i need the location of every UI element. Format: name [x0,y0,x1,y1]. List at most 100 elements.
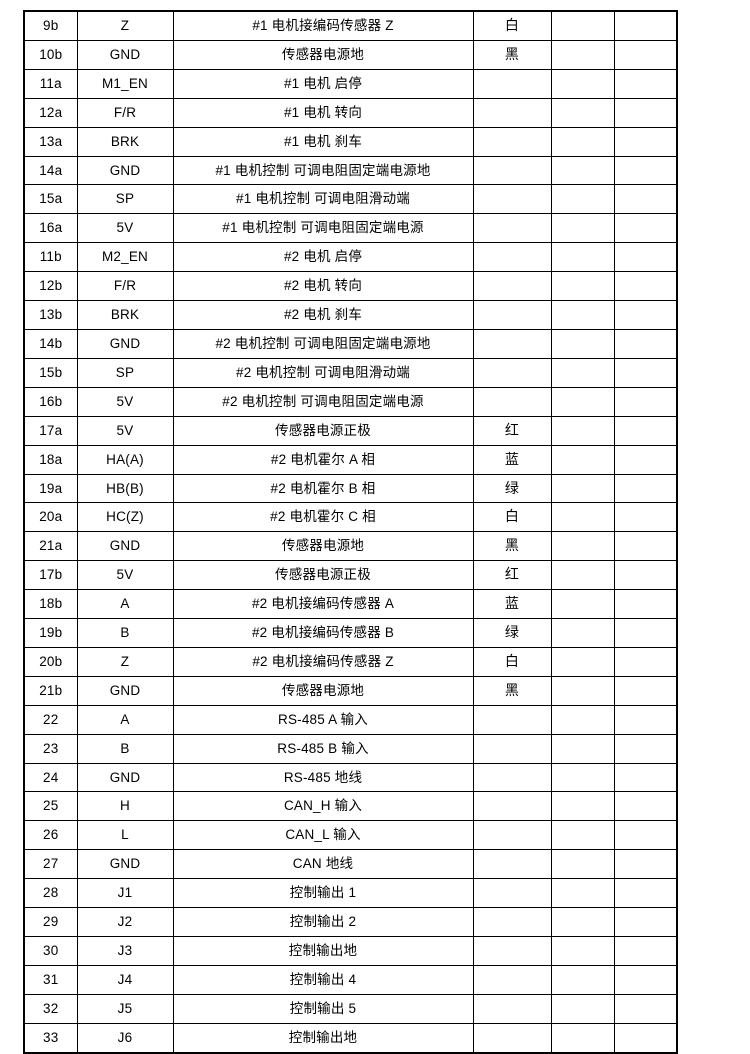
cell-wire-color [472,936,552,966]
table-row: 30 J3 控制输出地 [23,936,678,966]
cell-wire-color [472,907,552,937]
cell-wire-color: 黑 [472,39,552,70]
pin-assignment-table: 9b Z #1 电机接编码传感器 Z 白 10b GND 传感器电源地黑 11a M1_EN #1… [23,10,678,1054]
cell-extra-1 [550,271,615,302]
cell-signal-name: 5V [76,560,174,591]
cell-extra-2 [613,589,678,620]
table-row: 17a 5V 传感器电源正极红 [23,415,678,446]
cell-extra-2 [613,791,678,822]
cell-extra-2 [613,560,678,591]
cell-extra-2 [613,964,678,995]
cell-extra-2 [613,733,678,764]
cell-extra-2 [613,242,678,273]
cell-signal-name: J3 [76,936,174,966]
cell-pin-number: 12b [23,271,78,302]
cell-extra-1 [550,646,615,677]
cell-pin-number: 23 [23,733,78,764]
cell-extra-2 [613,300,678,330]
cell-description: 控制输出 5 [172,993,474,1024]
cell-pin-number: 9b [23,10,78,41]
cell-extra-2 [613,936,678,966]
cell-signal-name: M2_EN [76,242,174,273]
cell-wire-color [472,357,552,388]
cell-pin-number: 11a [23,68,78,99]
cell-wire-color [472,1022,552,1054]
cell-signal-name: GND [76,849,174,880]
cell-signal-name: M1_EN [76,68,174,99]
cell-signal-name: J1 [76,878,174,909]
cell-extra-1 [550,791,615,822]
cell-extra-1 [550,68,615,99]
cell-signal-name: 5V [76,213,174,244]
cell-extra-2 [613,849,678,880]
table-row: 19a HB(B) #2 电机霍尔 B 相绿 [23,473,678,504]
cell-description: CAN 地线 [172,849,474,880]
cell-description: 控制输出地 [172,1022,474,1054]
table-row: 16b 5V #2 电机控制 可调电阻固定端电源 [23,386,678,417]
table-row: 12b F/R #2 电机 转向 [23,271,678,302]
cell-signal-name: 5V [76,415,174,446]
cell-pin-number: 32 [23,993,78,1024]
cell-extra-1 [550,820,615,851]
cell-pin-number: 31 [23,964,78,995]
cell-pin-number: 21b [23,675,78,706]
cell-description: #1 电机 刹车 [172,126,474,157]
cell-description: 控制输出 2 [172,907,474,937]
cell-pin-number: 14a [23,155,78,186]
cell-extra-2 [613,386,678,417]
table-row: 13a BRK #1 电机 刹车 [23,126,678,157]
cell-signal-name: BRK [76,300,174,330]
cell-description: #2 电机控制 可调电阻滑动端 [172,357,474,388]
cell-signal-name: HA(A) [76,444,174,475]
cell-pin-number: 29 [23,907,78,937]
cell-pin-number: 13b [23,300,78,330]
cell-wire-color: 白 [472,502,552,533]
table-row: 17b 5V 传感器电源正极红 [23,560,678,591]
cell-description: #2 电机控制 可调电阻固定端电源 [172,386,474,417]
cell-extra-1 [550,328,615,359]
cell-pin-number: 17b [23,560,78,591]
cell-extra-1 [550,184,615,215]
cell-wire-color [472,155,552,186]
cell-extra-2 [613,878,678,909]
cell-extra-2 [613,1022,678,1054]
cell-pin-number: 16a [23,213,78,244]
cell-description: #2 电机控制 可调电阻固定端电源地 [172,328,474,359]
cell-extra-1 [550,155,615,186]
cell-signal-name: Z [76,10,174,41]
table-row: 10b GND 传感器电源地黑 [23,39,678,70]
table-row: 27 GND CAN 地线 [23,849,678,880]
cell-extra-1 [550,415,615,446]
cell-extra-1 [550,704,615,735]
cell-description: RS-485 地线 [172,762,474,793]
cell-wire-color: 白 [472,10,552,41]
cell-pin-number: 26 [23,820,78,851]
cell-signal-name: GND [76,675,174,706]
cell-extra-2 [613,762,678,793]
cell-pin-number: 20a [23,502,78,533]
cell-description: RS-485 A 输入 [172,704,474,735]
cell-description: #2 电机 刹车 [172,300,474,330]
cell-description: #1 电机控制 可调电阻固定端电源 [172,213,474,244]
cell-extra-2 [613,184,678,215]
cell-extra-2 [613,415,678,446]
cell-pin-number: 21a [23,531,78,562]
cell-wire-color [472,791,552,822]
cell-extra-1 [550,213,615,244]
cell-pin-number: 33 [23,1022,78,1054]
cell-pin-number: 19b [23,618,78,648]
cell-extra-1 [550,993,615,1024]
cell-signal-name: A [76,704,174,735]
cell-description: #1 电机 启停 [172,68,474,99]
cell-pin-number: 15a [23,184,78,215]
cell-pin-number: 28 [23,878,78,909]
cell-pin-number: 18b [23,589,78,620]
table-row: 26 L CAN_L 输入 [23,820,678,851]
cell-extra-2 [613,155,678,186]
cell-wire-color [472,733,552,764]
cell-description: 传感器电源地 [172,531,474,562]
cell-extra-2 [613,271,678,302]
cell-description: #2 电机霍尔 A 相 [172,444,474,475]
